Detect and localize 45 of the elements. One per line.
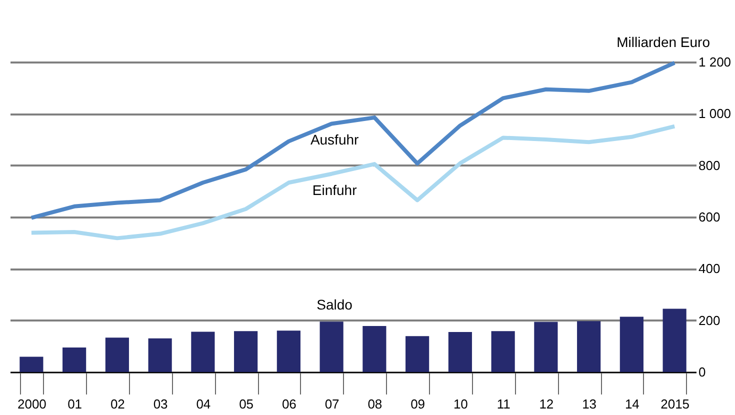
bar xyxy=(620,316,644,372)
x-tick-label: 08 xyxy=(368,396,382,412)
bar xyxy=(362,326,386,372)
x-tick-label: 03 xyxy=(153,396,168,412)
y-tick-label: 200 xyxy=(698,312,720,328)
x-tick-label: 02 xyxy=(110,396,125,412)
bar xyxy=(20,356,44,372)
bar xyxy=(577,321,601,372)
x-tick-label: 14 xyxy=(624,396,640,412)
bar xyxy=(276,330,300,372)
bar xyxy=(320,322,344,372)
x-tick-label: 06 xyxy=(282,396,296,412)
x-tick-label: 12 xyxy=(539,396,554,412)
bar xyxy=(406,336,430,372)
x-tick-label: 09 xyxy=(410,396,426,412)
x-tick-label: 07 xyxy=(324,396,340,412)
bar xyxy=(62,347,86,372)
x-tick-label: 2015 xyxy=(660,396,690,412)
series-label: Einfuhr xyxy=(312,182,358,198)
y-axis-title: Milliarden Euro xyxy=(616,34,710,50)
bar xyxy=(491,331,515,372)
line-series xyxy=(29,60,677,220)
bar xyxy=(448,332,472,372)
bar xyxy=(148,338,172,372)
bar xyxy=(191,332,215,372)
x-tick-label: 13 xyxy=(582,396,597,412)
x-tick-label: 10 xyxy=(453,396,468,412)
bar xyxy=(534,322,558,372)
y-tick-label: 600 xyxy=(698,210,720,224)
series-label: Saldo xyxy=(316,296,353,313)
x-tick-label: 11 xyxy=(496,396,510,412)
y-tick-label: 1 200 xyxy=(698,54,732,70)
series-label: Ausfuhr xyxy=(310,132,360,148)
x-tick-label: 2000 xyxy=(17,396,46,412)
bar xyxy=(662,308,686,372)
y-tick-label: 1 000 xyxy=(698,106,732,122)
y-tick-label: 0 xyxy=(698,364,706,380)
x-tick-label: 01 xyxy=(68,396,82,412)
y-tick-label: 400 xyxy=(698,261,720,276)
bar xyxy=(105,338,129,372)
x-tick-label: 04 xyxy=(196,396,211,412)
x-tick-label: 05 xyxy=(239,396,254,412)
y-tick-label: 800 xyxy=(698,158,720,173)
bar xyxy=(234,331,258,372)
line-series xyxy=(29,124,677,240)
